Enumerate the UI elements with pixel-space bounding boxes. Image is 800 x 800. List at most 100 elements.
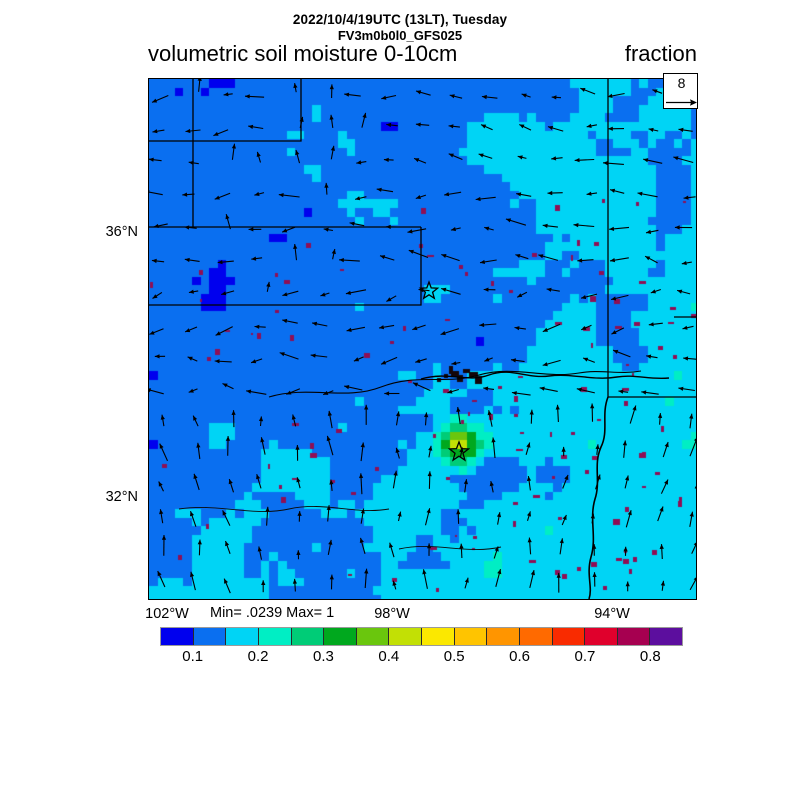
wind-vector: [192, 415, 199, 427]
wind-vector: [629, 405, 637, 424]
wind-vector: [641, 390, 659, 395]
wind-vector: [223, 92, 233, 97]
wind-vector: [345, 289, 367, 295]
wind-vector: [389, 542, 395, 558]
wind-vector: [555, 404, 560, 423]
wind-vector: [689, 577, 696, 591]
wind-vector: [196, 442, 201, 460]
wind-vector: [652, 89, 663, 94]
wind-vector: [525, 442, 531, 455]
wind-vector: [449, 94, 463, 99]
wind-vector: [464, 577, 469, 589]
wind-vector: [223, 578, 231, 594]
colorbar-band-2: [226, 628, 259, 645]
wind-vector: [344, 92, 361, 97]
wind-vector: [184, 257, 200, 263]
wind-vector: [361, 112, 367, 128]
wind-vector: [681, 261, 692, 266]
wind-vector: [539, 386, 558, 392]
wind-vector: [608, 126, 625, 131]
wind-vector: [590, 513, 595, 524]
wind-vector: [580, 293, 598, 300]
wind-vector: [542, 359, 561, 367]
wind-vector: [281, 226, 296, 233]
wind-vector: [356, 160, 367, 165]
wind-vector: [320, 292, 330, 297]
station-marker: [418, 280, 440, 300]
wind-vector: [188, 160, 199, 165]
wind-vector: [228, 478, 235, 493]
colorbar-band-1: [193, 628, 227, 645]
wind-vector: [261, 580, 266, 593]
wind-vector: [547, 125, 564, 132]
wind-vector: [479, 322, 497, 328]
wind-vector: [683, 195, 696, 200]
wind-vector: [609, 226, 630, 231]
wind-vector: [441, 287, 461, 295]
wind-vector: [293, 243, 298, 261]
wind-vector: [427, 543, 432, 556]
wind-vector: [646, 354, 658, 359]
wind-vector: [395, 411, 401, 426]
wind-vector: [510, 358, 525, 363]
wind-vector: [231, 410, 236, 428]
units-label: fraction: [624, 41, 697, 66]
wind-vector: [618, 389, 629, 394]
colorbar[interactable]: [160, 627, 683, 646]
wind-vector: [364, 404, 369, 425]
page-title: volumetric soil moisture 0-10cm: [148, 41, 458, 66]
wind-vector: [625, 510, 632, 528]
wind-vector: [291, 414, 297, 427]
wind-vector: [424, 412, 429, 426]
wind-vector: [625, 581, 630, 592]
wind-vector: [586, 191, 598, 196]
wind-vector: [159, 509, 164, 524]
wind-vector: [478, 153, 493, 159]
wind-vector: [450, 227, 461, 232]
colorbar-band-12: [552, 628, 586, 645]
wind-vector: [392, 580, 397, 590]
wind-vector: [484, 226, 494, 231]
wind-vector: [678, 127, 693, 132]
colorbar-band-6: [356, 628, 390, 645]
wind-vector: [385, 224, 398, 229]
wind-vector: [658, 413, 663, 425]
wind-vector: [254, 324, 266, 329]
wind-vector: [496, 512, 502, 525]
wind-vector: [297, 511, 302, 522]
wind-vector: [559, 538, 564, 555]
wind-vector: [154, 354, 166, 359]
wind-vector: [295, 149, 301, 164]
colorbar-band-14: [617, 628, 651, 645]
wind-vector: [149, 190, 163, 196]
wind-vector: [214, 192, 231, 200]
wind-vector: [659, 544, 664, 560]
wind-vector: [602, 161, 624, 166]
map-plot-area[interactable]: [148, 78, 697, 600]
wind-vector: [353, 356, 364, 362]
wind-vector: [326, 505, 331, 522]
wind-vector: [441, 253, 460, 262]
wind-vector: [412, 324, 426, 331]
wind-vector: [246, 389, 267, 395]
wind-vector: [182, 192, 195, 197]
wind-vector: [152, 129, 165, 134]
colorbar-tick-0.4: 0.4: [378, 648, 400, 665]
wind-vector: [408, 249, 429, 259]
wind-vector: [323, 390, 334, 396]
colorbar-band-9: [454, 628, 488, 645]
wind-vector: [244, 94, 265, 99]
wind-vector: [576, 387, 595, 394]
soil-moisture-raster: [149, 79, 696, 599]
title-datetime: 2022/10/4/19UTC (13LT), Tuesday: [292, 12, 508, 27]
wind-vector: [189, 511, 197, 527]
wind-vector: [444, 191, 462, 197]
wind-vector: [188, 289, 199, 294]
wind-vector: [413, 157, 427, 164]
wind-vector: [424, 508, 431, 526]
wind-vector: [222, 510, 231, 526]
wind-vector: [516, 291, 528, 298]
wind-vector: [296, 550, 301, 560]
wind-vector: [546, 287, 560, 292]
